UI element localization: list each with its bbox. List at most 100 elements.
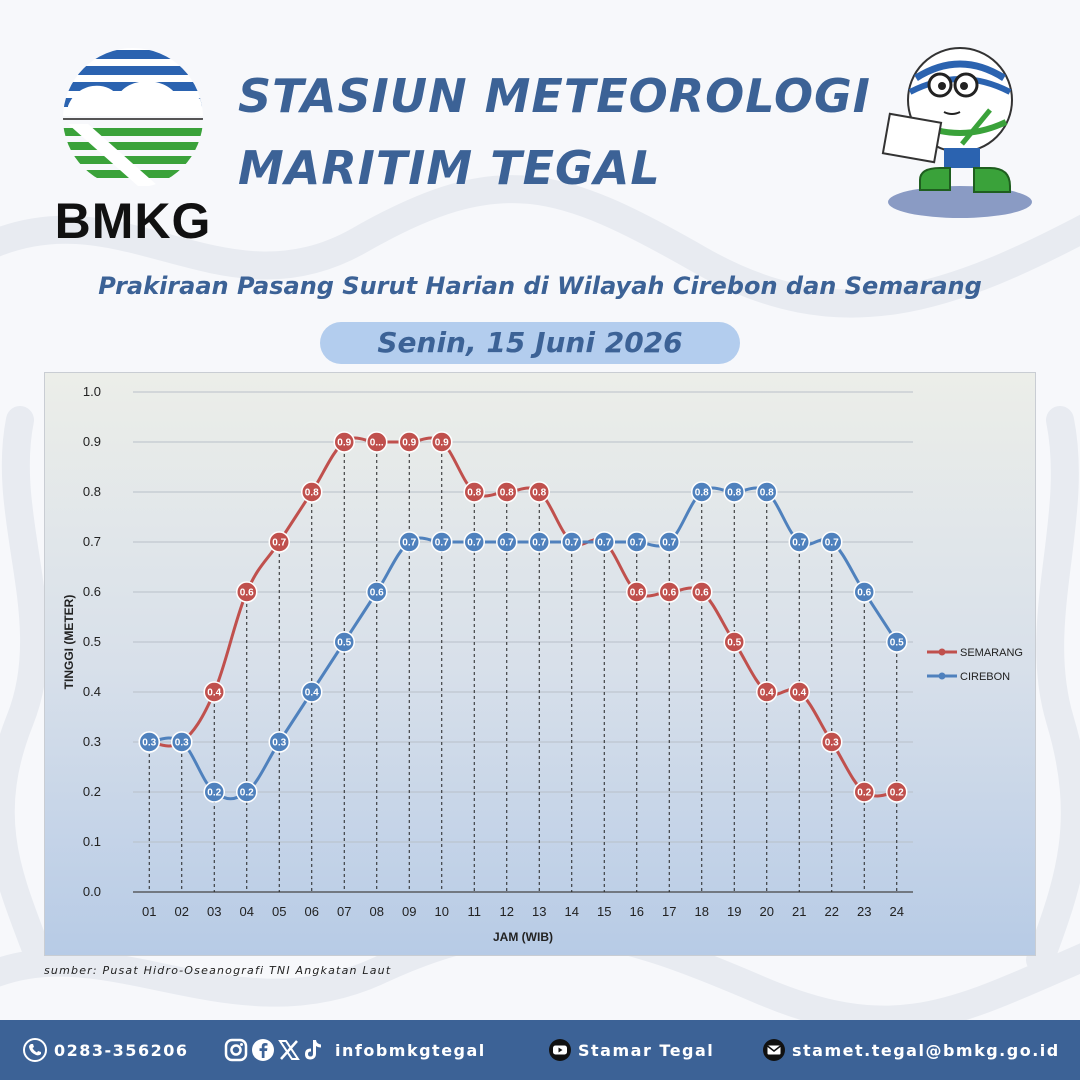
data-label-cirebon: 0.7 — [500, 538, 514, 549]
data-point-cirebon — [301, 681, 323, 703]
legend-marker-semarang — [938, 648, 946, 656]
data-point-cirebon — [788, 531, 810, 553]
data-point-semarang — [886, 781, 908, 803]
page-title: STASIUN METEOROLOGI MARITIM TEGAL — [238, 60, 871, 204]
x-tick-label: 08 — [370, 904, 384, 919]
footer-email-text: stamet.tegal@bmkg.go.id — [792, 1040, 1060, 1060]
data-label-semarang: 0.6 — [240, 588, 254, 599]
data-label-cirebon: 0.7 — [792, 538, 806, 549]
y-tick-label: 0.1 — [83, 834, 101, 849]
x-tick-label: 01 — [142, 904, 156, 919]
data-point-semarang — [658, 581, 680, 603]
data-point-semarang — [528, 481, 550, 503]
data-point-semarang — [431, 431, 453, 453]
y-tick-label: 0.2 — [83, 784, 101, 799]
legend-marker-cirebon — [938, 672, 946, 680]
data-point-semarang — [756, 681, 778, 703]
email-icon — [762, 1038, 786, 1062]
data-point-semarang — [398, 431, 420, 453]
footer-phone[interactable]: 0283-356206 — [22, 1020, 188, 1080]
data-point-semarang — [236, 581, 258, 603]
data-point-cirebon — [138, 731, 160, 753]
data-point-cirebon — [561, 531, 583, 553]
bmkg-logo: BMKG — [48, 46, 218, 246]
instagram-icon — [224, 1038, 248, 1062]
data-point-semarang — [203, 681, 225, 703]
x-tick-label: 06 — [305, 904, 319, 919]
tide-chart-svg: 0.0 0.1 0.2 0.3 0.4 0.5 0.6 0.7 0.8 0.9 1.0 01 02 03 0… — [62, 384, 1023, 944]
data-label-semarang: 0.6 — [695, 588, 709, 599]
data-point-semarang — [463, 481, 485, 503]
data-label-cirebon: 0.4 — [305, 688, 319, 699]
data-label-cirebon: 0.8 — [760, 488, 774, 499]
data-label-cirebon: 0.7 — [532, 538, 546, 549]
data-label-cirebon: 0.7 — [662, 538, 676, 549]
data-point-semarang — [496, 481, 518, 503]
data-label-cirebon: 0.2 — [207, 788, 221, 799]
data-point-cirebon — [333, 631, 355, 653]
data-label-cirebon: 0.6 — [857, 588, 871, 599]
legend-label-cirebon: CIREBON — [960, 671, 1010, 683]
youtube-icon — [548, 1038, 572, 1062]
footer-phone-text: 0283-356206 — [54, 1040, 189, 1060]
x-tick-label: 05 — [272, 904, 286, 919]
data-label-cirebon: 0.2 — [240, 788, 254, 799]
data-point-semarang — [788, 681, 810, 703]
data-point-semarang — [691, 581, 713, 603]
footer-social-handle: infobmkgtegal — [335, 1040, 486, 1060]
bmkg-logo-text: BMKG — [54, 193, 212, 249]
data-label-semarang: 0... — [370, 438, 384, 449]
tiktok-icon — [303, 1039, 323, 1061]
y-tick-label: 1.0 — [83, 384, 101, 399]
phone-icon — [22, 1037, 48, 1063]
x-tick-label: 09 — [402, 904, 416, 919]
data-point-cirebon — [203, 781, 225, 803]
data-label-semarang: 0.8 — [500, 488, 514, 499]
footer-youtube[interactable]: Stamar Tegal — [548, 1020, 714, 1080]
data-label-cirebon: 0.7 — [825, 538, 839, 549]
chart-subtitle: Prakiraan Pasang Surut Harian di Wilayah… — [98, 272, 982, 300]
y-tick-label: 0.6 — [83, 584, 101, 599]
data-point-semarang — [301, 481, 323, 503]
data-label-semarang: 0.6 — [630, 588, 644, 599]
y-axis-title: TINGGI (METER) — [62, 595, 76, 690]
x-tick-label: 15 — [597, 904, 611, 919]
x-tick-label: 17 — [662, 904, 676, 919]
data-point-semarang — [626, 581, 648, 603]
data-point-cirebon — [821, 531, 843, 553]
facebook-icon — [251, 1038, 275, 1062]
x-tick-label: 20 — [760, 904, 774, 919]
x-icon — [278, 1039, 300, 1061]
data-point-cirebon — [658, 531, 680, 553]
data-point-cirebon — [853, 581, 875, 603]
data-label-cirebon: 0.5 — [337, 638, 351, 649]
footer-social[interactable]: infobmkgtegal — [224, 1020, 486, 1080]
data-point-semarang — [853, 781, 875, 803]
x-tick-label: 10 — [435, 904, 449, 919]
data-point-cirebon — [268, 731, 290, 753]
y-tick-label: 0.5 — [83, 634, 101, 649]
series-line-cirebon — [149, 486, 899, 801]
x-tick-label: 24 — [890, 904, 904, 919]
data-label-semarang: 0.7 — [272, 538, 286, 549]
data-point-semarang — [723, 631, 745, 653]
data-label-cirebon: 0.7 — [565, 538, 579, 549]
y-tick-label: 0.7 — [83, 534, 101, 549]
data-label-semarang: 0.4 — [792, 688, 806, 699]
data-label-semarang: 0.6 — [662, 588, 676, 599]
x-tick-label: 12 — [500, 904, 514, 919]
tide-chart: 0.0 0.1 0.2 0.3 0.4 0.5 0.6 0.7 0.8 0.9 1.0 01 02 03 0… — [44, 372, 1036, 956]
data-point-cirebon — [431, 531, 453, 553]
data-label-cirebon: 0.6 — [370, 588, 384, 599]
x-tick-label: 19 — [727, 904, 741, 919]
x-tick-label: 02 — [175, 904, 189, 919]
x-tick-label: 13 — [532, 904, 546, 919]
data-point-semarang — [821, 731, 843, 753]
data-label-cirebon: 0.8 — [695, 488, 709, 499]
data-label-semarang: 0.4 — [760, 688, 774, 699]
data-label-semarang: 0.9 — [337, 438, 351, 449]
data-label-semarang: 0.3 — [825, 738, 839, 749]
data-label-semarang: 0.4 — [207, 688, 221, 699]
footer-email[interactable]: stamet.tegal@bmkg.go.id — [762, 1020, 1060, 1080]
